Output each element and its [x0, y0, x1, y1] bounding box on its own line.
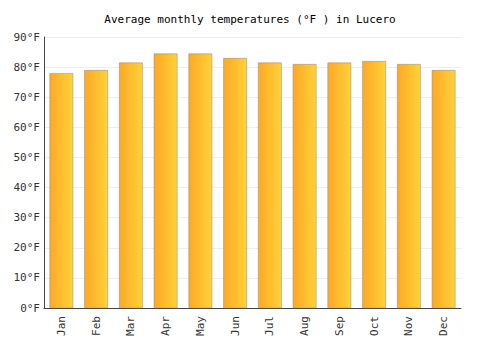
svg-text:Apr: Apr [159, 316, 172, 336]
svg-text:Jul: Jul [263, 316, 276, 336]
svg-text:Feb: Feb [90, 316, 103, 336]
svg-text:Jun: Jun [229, 316, 242, 336]
svg-text:Nov: Nov [402, 316, 415, 336]
svg-text:Mar: Mar [124, 316, 137, 336]
svg-text:10°F: 10°F [14, 271, 41, 284]
svg-text:May: May [194, 316, 207, 336]
svg-text:30°F: 30°F [14, 211, 41, 224]
svg-text:Average monthly temperatures (: Average monthly temperatures (°F ) in Lu… [104, 13, 395, 26]
svg-text:70°F: 70°F [14, 91, 41, 104]
svg-text:90°F: 90°F [14, 31, 41, 44]
svg-text:0°F: 0°F [20, 302, 40, 315]
svg-text:Oct: Oct [368, 316, 381, 336]
svg-text:50°F: 50°F [14, 151, 41, 164]
svg-text:40°F: 40°F [14, 181, 41, 194]
svg-text:Jan: Jan [55, 316, 68, 336]
svg-text:60°F: 60°F [14, 121, 41, 134]
svg-text:80°F: 80°F [14, 61, 41, 74]
svg-text:Aug: Aug [298, 316, 311, 336]
svg-text:Sep: Sep [333, 316, 346, 336]
svg-text:Dec: Dec [437, 316, 450, 336]
svg-text:20°F: 20°F [14, 241, 41, 254]
